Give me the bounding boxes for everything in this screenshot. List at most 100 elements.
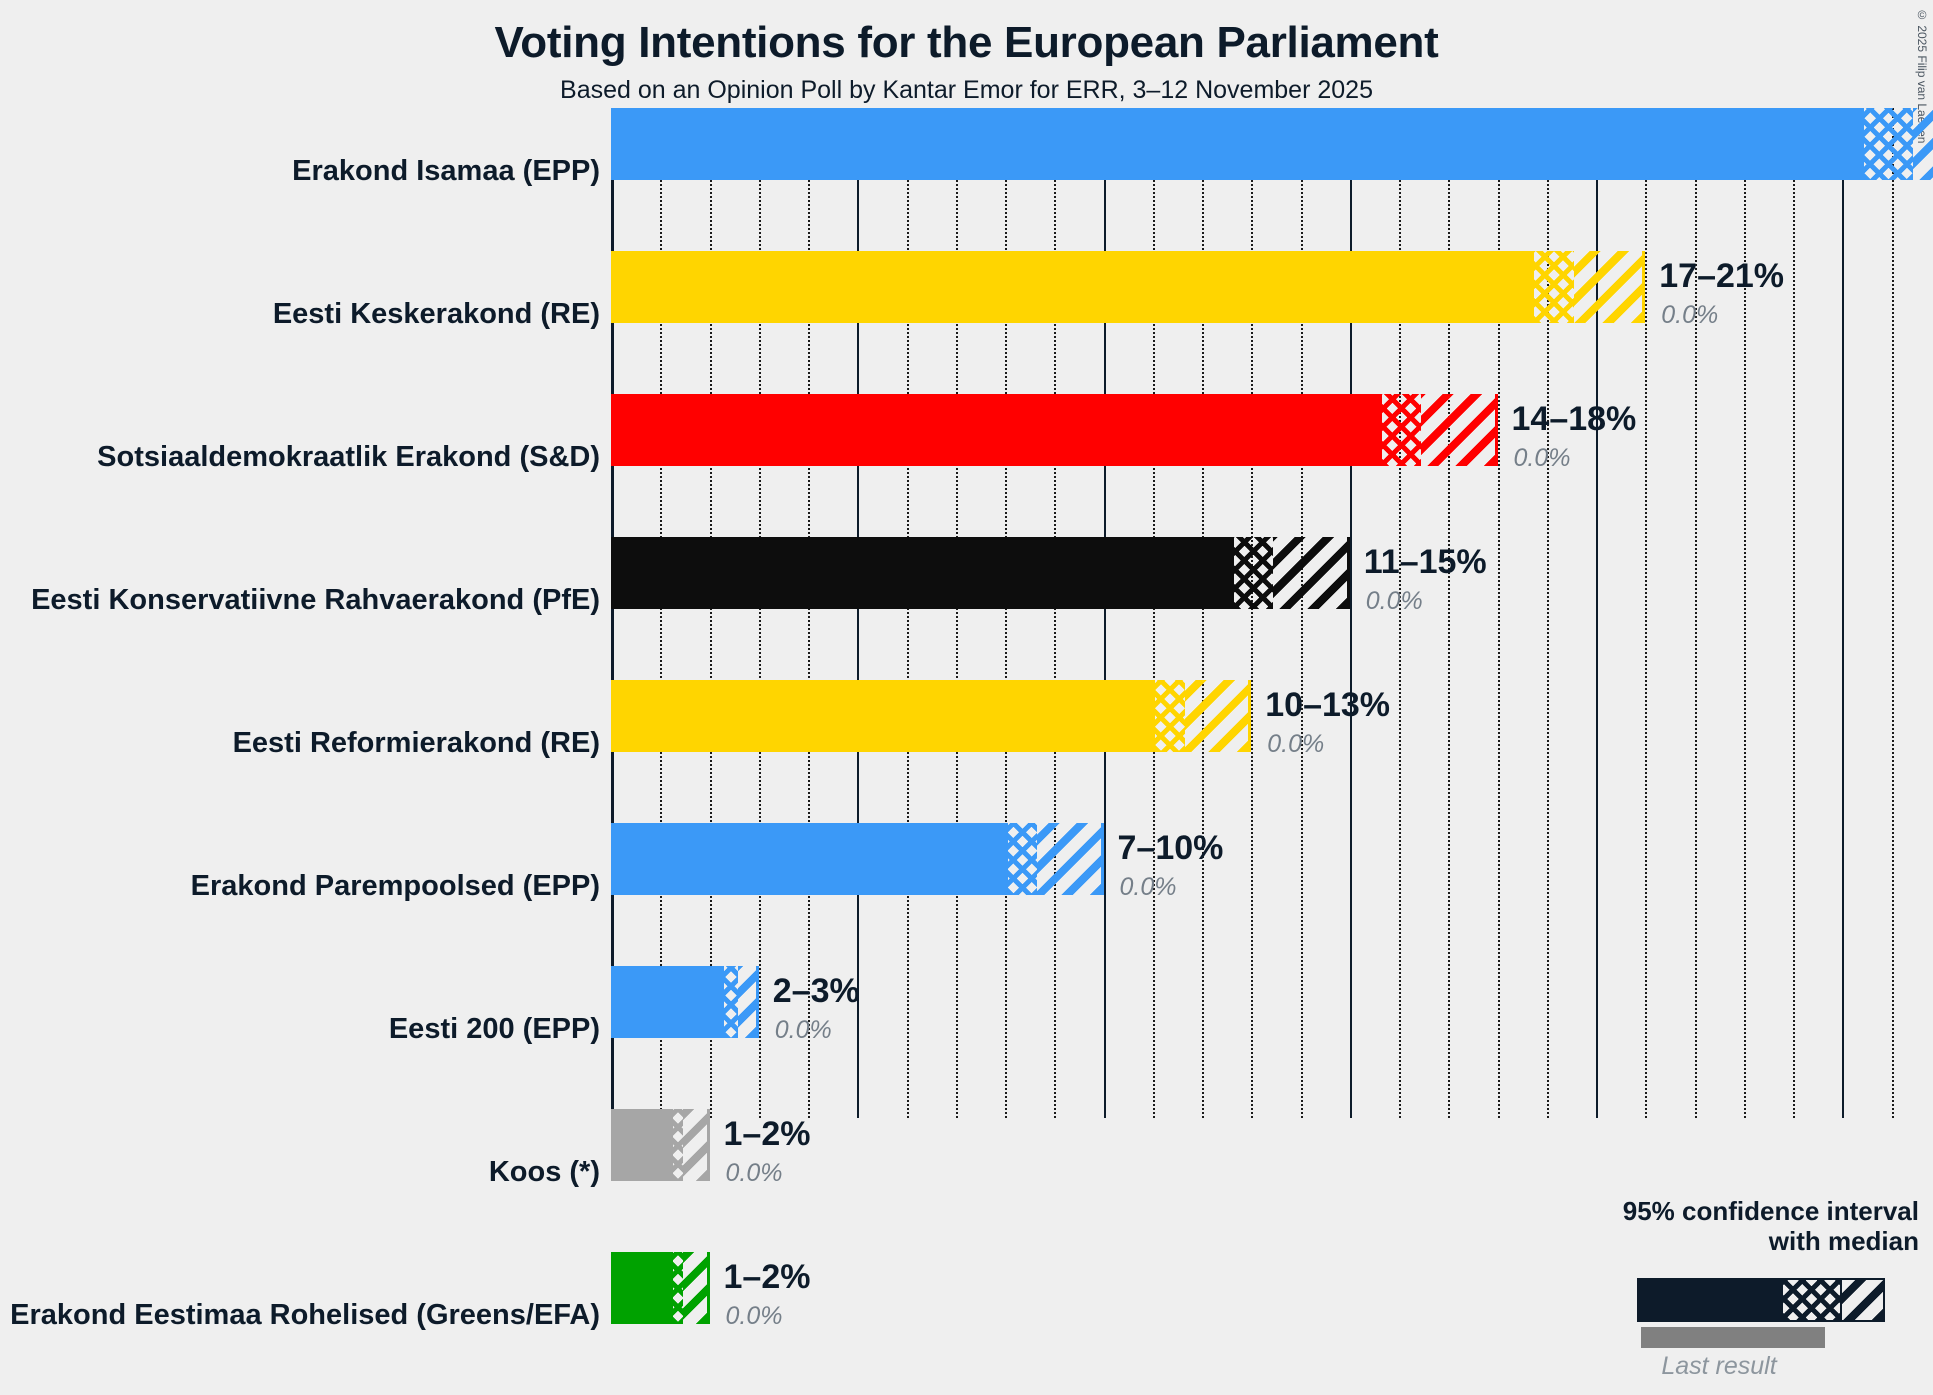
bar-segment-upper-diagonal bbox=[737, 966, 759, 1038]
bar-segment-median-crosshatch bbox=[724, 966, 738, 1038]
bar-segment-median-crosshatch bbox=[673, 1109, 683, 1181]
last-result-label: 0.0% bbox=[1267, 730, 1325, 758]
legend-ci-bar bbox=[1637, 1278, 1885, 1322]
confidence-interval-bar bbox=[611, 823, 1104, 895]
bar-segment-median-crosshatch bbox=[1864, 108, 1914, 180]
party-label: Eesti Konservatiivne Rahvaerakond (PfE) bbox=[31, 584, 600, 616]
gridline-minor bbox=[1546, 108, 1549, 1118]
legend-segment-diagonal bbox=[1842, 1280, 1883, 1320]
gridline-minor bbox=[906, 108, 909, 1118]
last-result-label: 0.0% bbox=[1365, 587, 1423, 615]
chart-row: Koos (*) 1–2% 0.0% bbox=[489, 1109, 1933, 1252]
gridline-minor bbox=[808, 108, 810, 1118]
bar-segment-upper-diagonal bbox=[1273, 537, 1350, 609]
bar-segment-solid bbox=[611, 680, 1156, 752]
gridline-minor bbox=[1497, 108, 1500, 1118]
gridline-minor bbox=[1054, 108, 1057, 1118]
gridline-minor bbox=[1448, 108, 1451, 1118]
range-label: 2–3% bbox=[772, 972, 860, 1010]
gridline-major bbox=[1842, 108, 1845, 1118]
last-result-label: 0.0% bbox=[774, 1016, 832, 1044]
gridline-minor bbox=[1891, 108, 1894, 1118]
chart-row: Erakond Eestimaa Rohelised (Greens/EFA) 1… bbox=[10, 1252, 1933, 1395]
confidence-interval-bar bbox=[611, 1252, 710, 1324]
bar-segment-solid bbox=[611, 823, 1008, 895]
party-label: Erakond Isamaa (EPP) bbox=[292, 155, 600, 187]
range-label: 1–2% bbox=[723, 1115, 811, 1153]
bar-segment-upper-diagonal bbox=[1420, 394, 1498, 466]
chart-row: Eesti 200 (EPP) 2–3% 0.0% bbox=[389, 966, 1933, 1109]
gridline-minor bbox=[1202, 108, 1204, 1118]
chart-row: Eesti Konservatiivne Rahvaerakond (PfE) 1… bbox=[31, 537, 1933, 680]
last-result-label: 0.0% bbox=[1513, 444, 1571, 472]
chart-row: Erakond Isamaa (EPP)23–28%0.0% bbox=[292, 108, 1933, 251]
legend-line-1: 95% confidence interval bbox=[1622, 1196, 1919, 1226]
page-subtitle: Based on an Opinion Poll by Kantar Emor … bbox=[560, 76, 1373, 104]
bar-segment-solid bbox=[611, 108, 1865, 180]
confidence-interval-bar bbox=[611, 108, 1933, 180]
chart-row: Eesti Keskerakond (RE) 17–21% 0.0% bbox=[273, 251, 1933, 394]
legend-segment-crosshatch bbox=[1782, 1280, 1843, 1320]
confidence-interval-bar bbox=[611, 394, 1498, 466]
range-label: 10–13% bbox=[1265, 686, 1391, 724]
bar-segment-median-crosshatch bbox=[1007, 823, 1037, 895]
range-label: 11–15% bbox=[1363, 543, 1487, 581]
gridline-minor bbox=[709, 108, 712, 1118]
chart-row: Sotsiaaldemokraatlik Erakond (S&D) 14–18%… bbox=[97, 394, 1933, 537]
bar-segment-median-crosshatch bbox=[1534, 251, 1574, 323]
gridline-minor bbox=[955, 108, 958, 1118]
gridline-minor bbox=[1645, 108, 1648, 1118]
party-label: Sotsiaaldemokraatlik Erakond (S&D) bbox=[97, 441, 600, 473]
bar-segment-upper-diagonal bbox=[1573, 251, 1646, 323]
gridline-major bbox=[857, 108, 860, 1118]
last-result-label: 0.0% bbox=[1119, 873, 1177, 901]
confidence-interval-bar bbox=[611, 251, 1646, 323]
bar-segment-solid bbox=[611, 537, 1234, 609]
gridline-minor bbox=[660, 108, 663, 1118]
bar-segment-upper-diagonal bbox=[1184, 680, 1252, 752]
last-result-label: 0.0% bbox=[725, 1302, 783, 1330]
bar-segment-solid bbox=[611, 966, 725, 1038]
bar-segment-median-crosshatch bbox=[1233, 537, 1274, 609]
gridline-major bbox=[1596, 108, 1598, 1118]
range-label: 17–21% bbox=[1659, 257, 1785, 295]
legend-last-result-label: Last result bbox=[1661, 1352, 1777, 1380]
bar-segment-median-crosshatch bbox=[1155, 680, 1185, 752]
gridline-minor bbox=[1251, 108, 1254, 1118]
gridline-minor bbox=[1300, 108, 1303, 1118]
bar-segment-solid bbox=[611, 251, 1535, 323]
bar-segment-solid bbox=[611, 1109, 674, 1181]
gridline-minor bbox=[1399, 108, 1401, 1118]
range-label: 14–18% bbox=[1511, 400, 1637, 438]
bar-segment-upper-diagonal bbox=[1036, 823, 1104, 895]
page-title: Voting Intentions for the European Parli… bbox=[494, 18, 1439, 67]
party-label: Eesti Reformierakond (RE) bbox=[232, 727, 600, 759]
gridline-minor bbox=[758, 108, 761, 1118]
confidence-interval-bar bbox=[611, 1109, 710, 1181]
gridline-minor bbox=[1694, 108, 1697, 1118]
legend-line-2: with median bbox=[1768, 1226, 1919, 1257]
chart-row: Eesti Reformierakond (RE) 10–13% 0.0% bbox=[233, 680, 1933, 823]
bar-segment-solid bbox=[611, 394, 1382, 466]
legend-last-result-bar bbox=[1641, 1327, 1825, 1348]
gridline-major bbox=[1103, 108, 1106, 1118]
bar-segment-solid bbox=[611, 1252, 674, 1324]
confidence-interval-bar bbox=[611, 680, 1252, 752]
party-label: Koos (*) bbox=[488, 1156, 600, 1188]
range-label: 7–10% bbox=[1117, 829, 1224, 867]
gridline-minor bbox=[1793, 108, 1795, 1118]
chart-plot-area: Erakond Isamaa (EPP)23–28%0.0% Eesti Kesk… bbox=[10, 108, 1933, 1395]
bar-segment-upper-diagonal bbox=[1913, 108, 1933, 180]
gridline-minor bbox=[1152, 108, 1155, 1118]
y-axis-line bbox=[611, 108, 614, 1118]
bar-segment-upper-diagonal bbox=[682, 1252, 710, 1324]
party-label: Eesti 200 (EPP) bbox=[388, 1013, 600, 1045]
gridline-minor bbox=[1743, 108, 1746, 1118]
bar-segment-upper-diagonal bbox=[682, 1109, 710, 1181]
last-result-label: 0.0% bbox=[725, 1159, 783, 1187]
party-label: Erakond Parempoolsed (EPP) bbox=[190, 870, 600, 902]
gridline-major bbox=[1349, 108, 1352, 1118]
confidence-interval-bar bbox=[611, 966, 759, 1038]
party-label: Eesti Keskerakond (RE) bbox=[272, 298, 600, 330]
gridline-minor bbox=[1005, 108, 1007, 1118]
